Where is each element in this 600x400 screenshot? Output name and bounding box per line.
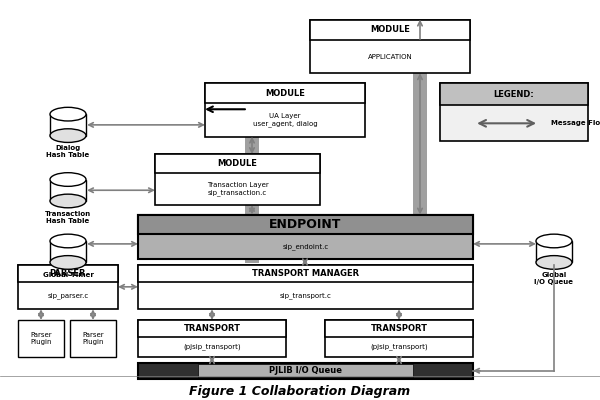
Text: APPLICATION: APPLICATION (368, 54, 412, 60)
Bar (155, 154, 320, 174)
Bar (205, 83, 365, 103)
Text: MODULE: MODULE (218, 159, 257, 168)
Ellipse shape (50, 107, 86, 121)
Text: Transaction
Hash Table: Transaction Hash Table (45, 211, 91, 224)
Bar (18, 265, 118, 282)
Text: sip_parser.c: sip_parser.c (47, 292, 89, 299)
Bar (536, 241, 572, 262)
Text: TRANSPORT: TRANSPORT (184, 324, 241, 333)
Text: TRANSPORT MANAGER: TRANSPORT MANAGER (252, 269, 359, 278)
Text: sip_transport.c: sip_transport.c (280, 292, 331, 299)
Ellipse shape (50, 194, 86, 208)
Text: LEGEND:: LEGEND: (494, 90, 535, 98)
Bar (205, 83, 365, 136)
Text: MODULE: MODULE (265, 89, 305, 98)
Bar (50, 180, 86, 201)
Bar (440, 83, 588, 142)
Text: TRANSPORT: TRANSPORT (371, 324, 427, 333)
Ellipse shape (536, 256, 572, 269)
Text: sip_endoint.c: sip_endoint.c (283, 243, 329, 250)
Bar (325, 320, 473, 337)
Bar (50, 241, 86, 262)
Ellipse shape (50, 256, 86, 269)
Bar (138, 320, 286, 357)
Bar (198, 364, 413, 377)
Text: Parser
Plugin: Parser Plugin (82, 332, 104, 345)
Bar (413, 20, 427, 258)
Text: Parser
Plugin: Parser Plugin (30, 332, 52, 345)
Bar (138, 265, 473, 282)
Bar (18, 320, 64, 357)
Bar (155, 154, 320, 205)
Text: ENDPOINT: ENDPOINT (269, 218, 341, 231)
Bar (50, 114, 86, 136)
Bar (138, 215, 473, 234)
Text: PARSER: PARSER (50, 269, 86, 278)
Bar (138, 215, 473, 258)
Bar (325, 320, 473, 357)
Ellipse shape (50, 234, 86, 248)
Text: Transaction Layer
sip_transaction.c: Transaction Layer sip_transaction.c (206, 182, 268, 196)
Text: Figure 1 Collaboration Diagram: Figure 1 Collaboration Diagram (190, 385, 410, 398)
Bar (70, 320, 116, 357)
Text: PJLIB I/O Queue: PJLIB I/O Queue (269, 366, 342, 375)
Bar (310, 20, 470, 73)
Text: Message Flow: Message Flow (551, 120, 600, 126)
Bar (310, 20, 470, 40)
Bar (18, 265, 118, 309)
Ellipse shape (50, 173, 86, 186)
Text: Global Timer: Global Timer (43, 272, 94, 278)
Text: Dialog
Hash Table: Dialog Hash Table (46, 145, 89, 158)
Ellipse shape (536, 234, 572, 248)
Bar (440, 83, 588, 105)
Text: (pjsip_transport): (pjsip_transport) (183, 344, 241, 350)
Bar (138, 320, 286, 337)
Text: UA Layer
user_agent, dialog: UA Layer user_agent, dialog (253, 113, 317, 127)
Text: Global
I/O Queue: Global I/O Queue (535, 272, 574, 285)
Ellipse shape (50, 129, 86, 142)
Bar (245, 83, 259, 264)
Text: (pjsip_transport): (pjsip_transport) (370, 344, 428, 350)
Text: MODULE: MODULE (370, 25, 410, 34)
Bar (138, 363, 473, 378)
Bar (138, 265, 473, 309)
